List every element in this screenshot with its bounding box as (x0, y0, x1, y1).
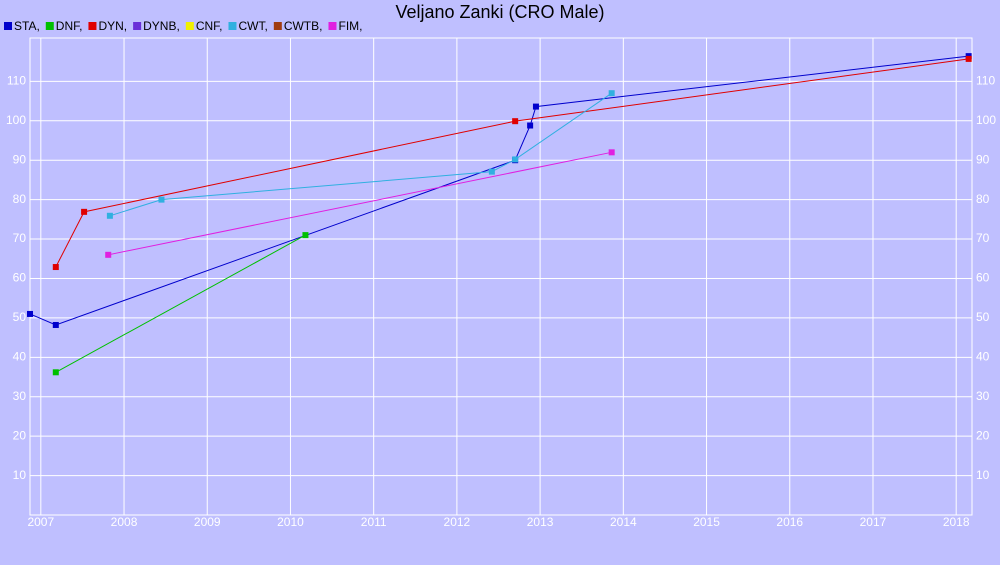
x-tick-label: 2008 (111, 515, 138, 529)
legend-swatch (328, 22, 337, 30)
data-point (608, 149, 615, 156)
data-point (105, 251, 112, 258)
legend-label: CWTB, (284, 19, 323, 33)
data-point (488, 168, 495, 175)
y-tick-label: 70 (13, 231, 27, 245)
data-point (52, 321, 59, 328)
y-tick-label-right: 50 (976, 310, 990, 324)
legend-label: CNF, (196, 19, 223, 33)
y-tick-label-right: 40 (976, 349, 990, 363)
x-tick-label: 2018 (943, 515, 970, 529)
legend-label: CWT, (238, 19, 267, 33)
x-tick-label: 2015 (693, 515, 720, 529)
y-tick-label: 40 (13, 349, 27, 363)
y-tick-label-right: 10 (976, 468, 990, 482)
legend-swatch (185, 22, 194, 30)
data-point (106, 212, 113, 219)
x-tick-label: 2012 (444, 515, 471, 529)
y-tick-label-right: 30 (976, 389, 990, 403)
x-tick-label: 2011 (361, 515, 387, 529)
y-tick-label: 20 (13, 428, 27, 442)
y-tick-label: 110 (7, 74, 26, 88)
legend-swatch (4, 22, 12, 30)
y-tick-label-right: 110 (976, 74, 995, 88)
series-line (109, 92, 612, 217)
x-tick-label: 2013 (527, 515, 554, 529)
y-tick-label: 100 (6, 113, 26, 127)
legend-label: STA, (14, 19, 40, 33)
legend-label: FIM, (338, 19, 362, 33)
legend-swatch (273, 22, 282, 30)
y-tick-label: 50 (13, 310, 27, 324)
y-tick-label-right: 60 (976, 271, 990, 285)
x-tick-label: 2007 (27, 515, 54, 529)
data-point (512, 156, 519, 163)
series-line (55, 58, 969, 268)
y-tick-label-right: 100 (976, 113, 996, 127)
x-tick-label: 2016 (776, 515, 803, 529)
data-point (52, 369, 59, 376)
data-point (608, 90, 615, 97)
data-point (527, 122, 534, 129)
x-tick-label: 2009 (194, 515, 221, 529)
y-tick-label-right: 90 (976, 152, 990, 166)
y-tick-label: 90 (13, 152, 27, 166)
y-tick-label: 80 (13, 192, 27, 206)
series-line (29, 55, 969, 326)
series-line (108, 151, 612, 256)
y-tick-label-right: 20 (976, 428, 990, 442)
x-tick-label: 2014 (610, 515, 637, 529)
x-tick-label: 2017 (860, 515, 887, 529)
legend-swatch (133, 22, 142, 30)
plot-frame (29, 37, 973, 516)
data-point (27, 310, 33, 317)
legend-swatch (45, 22, 54, 30)
series-line (55, 234, 306, 373)
data-point (965, 55, 972, 62)
chart-title: Veljano Zanki (CRO Male) (395, 2, 604, 22)
legend-label: DYN, (98, 19, 127, 33)
x-tick-label: 2010 (277, 515, 304, 529)
y-tick-label: 60 (13, 271, 27, 285)
data-point (532, 103, 539, 110)
legend-swatch (228, 22, 237, 30)
y-tick-label-right: 70 (976, 231, 990, 245)
data-point (52, 264, 59, 271)
legend-swatch (88, 22, 97, 30)
data-point (158, 196, 165, 203)
legend-label: DYNB, (143, 19, 180, 33)
legend-label: DNF, (56, 19, 83, 33)
y-tick-label: 30 (13, 389, 27, 403)
y-tick-label-right: 80 (976, 192, 990, 206)
y-tick-label: 10 (13, 468, 27, 482)
data-point (512, 118, 519, 125)
data-point (81, 208, 88, 215)
data-point (302, 232, 309, 239)
